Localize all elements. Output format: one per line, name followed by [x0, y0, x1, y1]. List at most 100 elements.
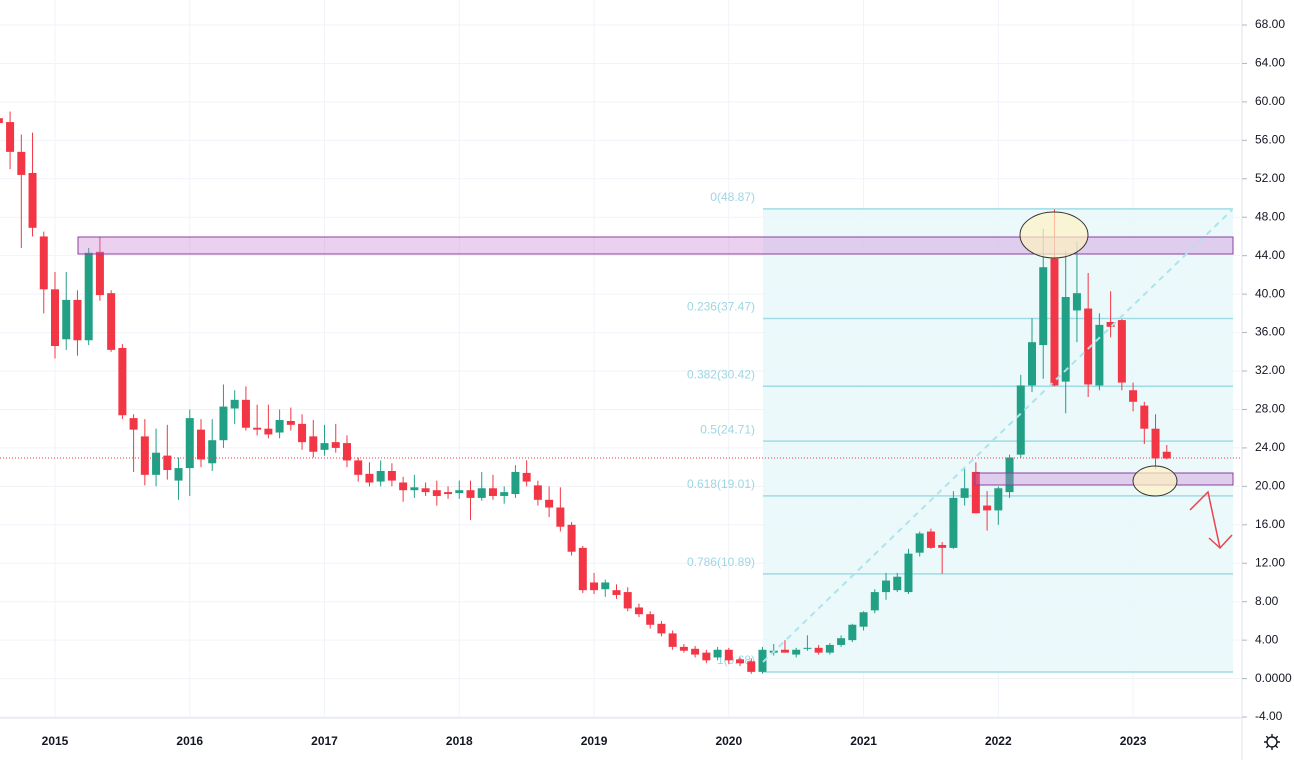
- candle-body: [882, 580, 891, 593]
- candles: [0, 111, 1171, 674]
- candle-body: [410, 487, 419, 491]
- candle-body: [1039, 267, 1048, 346]
- candle-body: [983, 505, 992, 511]
- candle-body: [926, 531, 935, 548]
- candle-body: [84, 252, 93, 341]
- y-tick-label: -4.00: [1255, 709, 1283, 723]
- candle-body: [1072, 293, 1081, 311]
- candle-body: [657, 623, 666, 634]
- candle-body: [95, 251, 104, 296]
- y-tick-label: 40.00: [1255, 286, 1285, 300]
- support-zone: [974, 472, 1234, 486]
- y-tick-label: 8.00: [1255, 594, 1279, 608]
- candle-body: [837, 638, 846, 645]
- candle-body: [399, 482, 408, 491]
- candle-body: [421, 488, 430, 493]
- candle-body: [1061, 297, 1070, 382]
- x-tick-label: 2022: [985, 734, 1012, 748]
- forecast-arrow-head: [1208, 534, 1233, 550]
- candle-body: [39, 236, 48, 290]
- candle-body: [848, 624, 857, 641]
- candle-body: [949, 497, 958, 548]
- candle-body: [623, 592, 632, 609]
- y-tick-label: 4.00: [1255, 632, 1279, 646]
- resistance-zone: [77, 236, 1234, 255]
- candle-body: [803, 647, 812, 649]
- candle-body: [556, 507, 565, 527]
- x-tick-label: 2017: [311, 734, 338, 748]
- candle-body: [1028, 342, 1037, 386]
- x-tick-label: 2023: [1120, 734, 1147, 748]
- y-tick-label: 64.00: [1255, 56, 1285, 70]
- candle-body: [915, 533, 924, 553]
- y-tick-label: 60.00: [1255, 94, 1285, 108]
- candle-body: [320, 443, 329, 450]
- candle-body: [208, 440, 217, 464]
- candle-body: [702, 652, 711, 661]
- candle-body: [6, 122, 15, 152]
- candle-body: [1140, 405, 1149, 429]
- candle-body: [219, 406, 228, 441]
- fib-label: 0.5(24.71): [700, 422, 755, 436]
- candle-body: [578, 547, 587, 591]
- candle-body: [286, 420, 295, 425]
- fib-label: 0.618(19.01): [687, 477, 755, 491]
- candle-body: [511, 471, 520, 495]
- fib-label: 0.786(10.89): [687, 555, 755, 569]
- trend-line: [762, 209, 1233, 663]
- candle-body: [152, 452, 161, 475]
- drawings: [0, 209, 1240, 663]
- gear-teeth: [1264, 734, 1280, 750]
- candle-body: [1095, 324, 1104, 386]
- candle-body: [904, 553, 913, 593]
- candle-body: [73, 299, 82, 341]
- candle-body: [309, 436, 318, 452]
- forecast-arrow: [1189, 490, 1221, 549]
- x-tick-label: 2019: [581, 734, 608, 748]
- candle-body: [938, 544, 947, 548]
- candle-body: [174, 468, 183, 481]
- candle-body: [533, 485, 542, 500]
- y-tick-label: 44.00: [1255, 248, 1285, 262]
- x-tick-label: 2020: [715, 734, 742, 748]
- x-tick-label: 2015: [42, 734, 69, 748]
- x-tick-label: 2021: [850, 734, 877, 748]
- candle-body: [1117, 320, 1126, 383]
- candle-body: [792, 649, 801, 655]
- candle-body: [0, 118, 3, 124]
- candle-body: [634, 607, 643, 615]
- y-tick-label: 28.00: [1255, 402, 1285, 416]
- candle-body: [140, 436, 149, 475]
- candle-body: [522, 472, 531, 482]
- candle-body: [107, 293, 116, 350]
- candle-body: [893, 576, 902, 591]
- bottom-highlight: [1132, 465, 1178, 497]
- candle-body: [62, 299, 71, 340]
- candle-body: [780, 649, 789, 653]
- candle-body: [488, 488, 497, 496]
- candle-body: [129, 418, 138, 430]
- candle-body: [601, 582, 610, 590]
- fib-label: 0(48.87): [710, 190, 755, 204]
- candle-body: [298, 423, 307, 443]
- fib-label: 0.382(30.42): [687, 367, 755, 381]
- candle-body: [241, 399, 250, 428]
- candle-body: [646, 614, 655, 625]
- candle-body: [758, 649, 767, 672]
- candle-body: [747, 661, 756, 672]
- y-tick-label: 20.00: [1255, 479, 1285, 493]
- candle-body: [365, 473, 374, 483]
- candle-body: [342, 443, 351, 461]
- y-tick-label: 56.00: [1255, 133, 1285, 147]
- candle-body: [477, 488, 486, 498]
- axes: 68.00 64.00 60.00 56.00 52.00 48.00 44.00 40.00…: [42, 17, 1292, 748]
- settings-icon[interactable]: [1264, 734, 1280, 750]
- candle-body: [545, 499, 554, 508]
- candle-body: [51, 289, 59, 347]
- y-tick-label: 36.00: [1255, 325, 1285, 339]
- x-tick-label: 2018: [446, 734, 473, 748]
- candle-body: [118, 347, 127, 416]
- candle-body: [253, 427, 262, 430]
- candle-body: [455, 490, 464, 494]
